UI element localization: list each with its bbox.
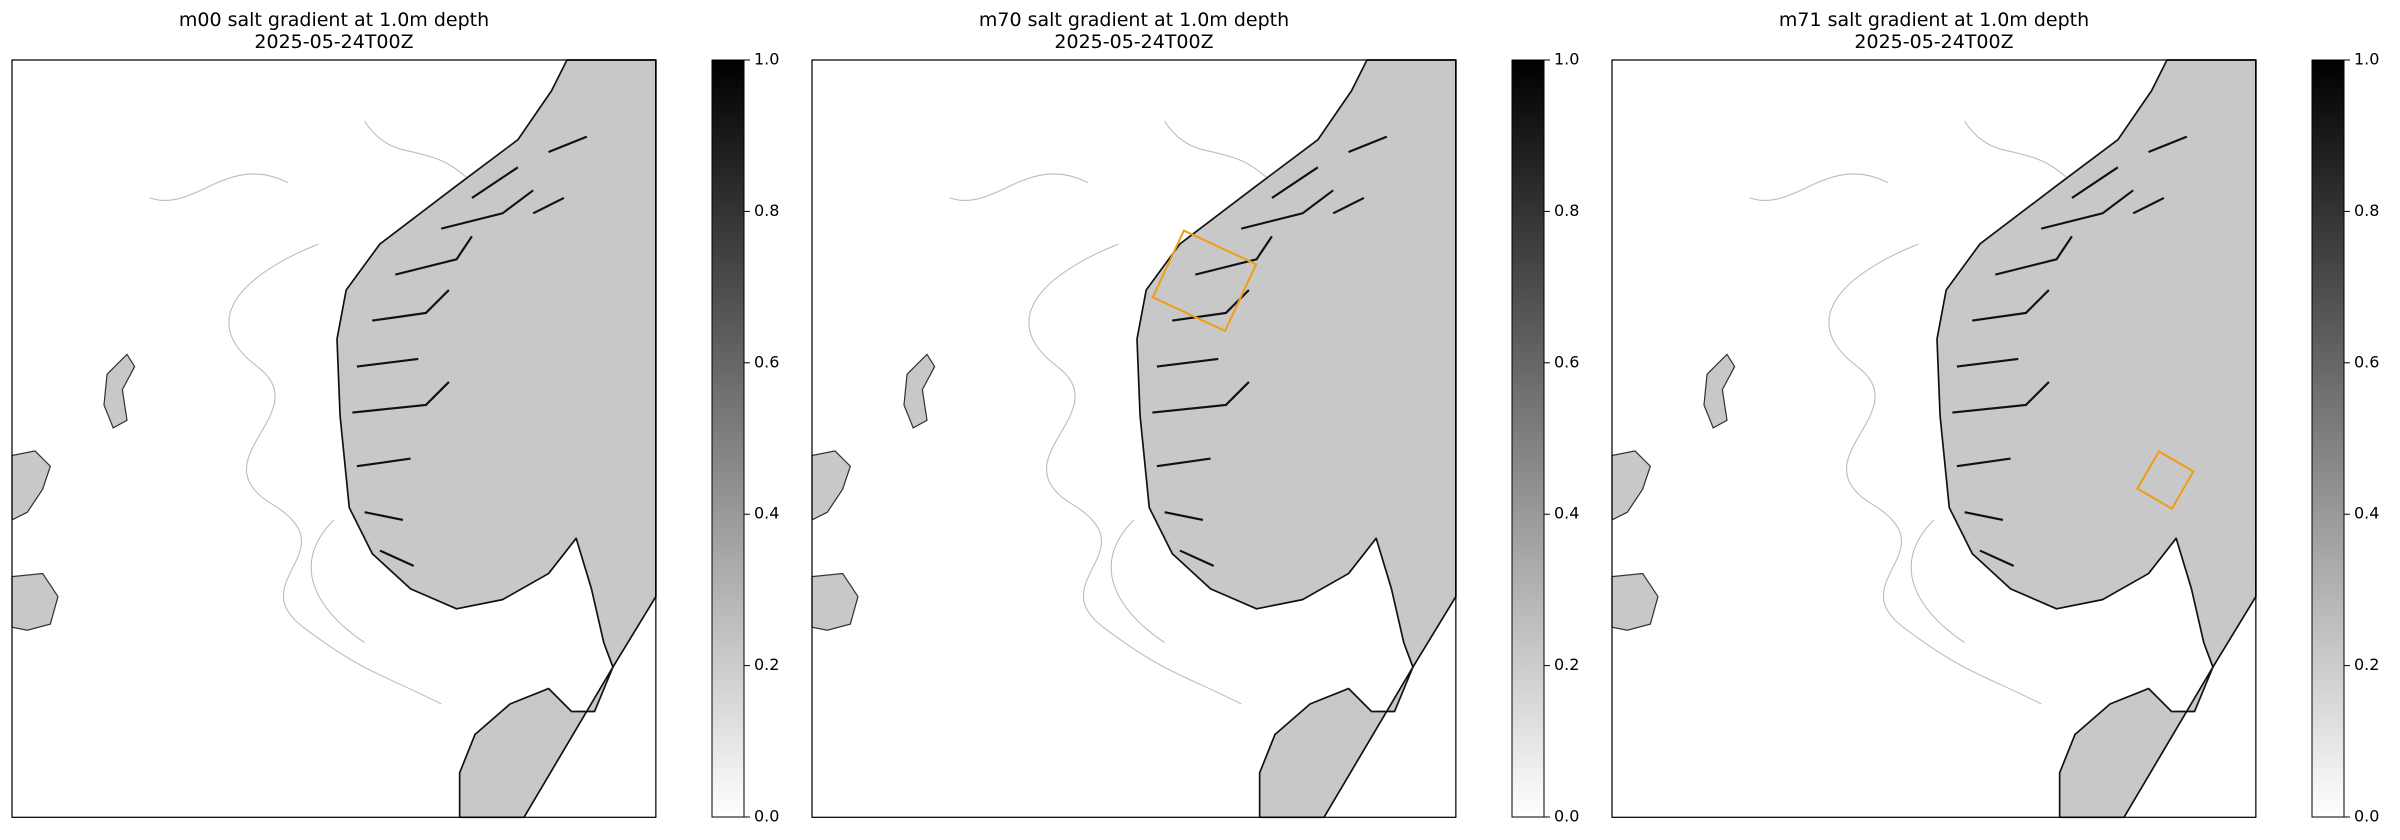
highlight-box [2136, 450, 2195, 510]
panel-subtitle: 2025-05-24T00Z [1854, 31, 2013, 53]
colorbar-tick-label: 0.8 [2354, 201, 2379, 220]
panel-subtitle: 2025-05-24T00Z [254, 31, 413, 53]
colorbar [1511, 59, 1545, 818]
colorbar-tick-label: 0.0 [2354, 807, 2379, 826]
colorbar-tick-label: 0.8 [1554, 201, 1579, 220]
map-panel [810, 58, 1457, 819]
colorbar-tick-label: 0.0 [1554, 807, 1579, 826]
colorbar [2311, 59, 2345, 818]
map-panel [10, 58, 657, 819]
colorbar-tick-label: 0.2 [754, 655, 779, 674]
colorbar-tick-label: 0.2 [1554, 655, 1579, 674]
colorbar-tick-label: 0.8 [754, 201, 779, 220]
colorbar-tick-label: 0.4 [754, 504, 779, 523]
colorbar-tick-label: 1.0 [2354, 50, 2379, 69]
panel-title: m71 salt gradient at 1.0m depth [1779, 9, 2089, 31]
colorbar-tick-label: 0.6 [754, 352, 779, 371]
colorbar [711, 59, 745, 818]
colorbar-tick-label: 0.2 [2354, 655, 2379, 674]
colorbar-tick-label: 0.4 [1554, 504, 1579, 523]
colorbar-tick-label: 1.0 [1554, 50, 1579, 69]
colorbar-tick-label: 0.6 [2354, 352, 2379, 371]
colorbar-tick-label: 0.0 [754, 807, 779, 826]
map-panel [1610, 58, 2257, 819]
highlight-box [1151, 229, 1258, 333]
colorbar-tick-label: 0.6 [1554, 352, 1579, 371]
panel-subtitle: 2025-05-24T00Z [1054, 31, 1213, 53]
colorbar-tick-label: 0.4 [2354, 504, 2379, 523]
panel-title: m70 salt gradient at 1.0m depth [979, 9, 1289, 31]
panel-title: m00 salt gradient at 1.0m depth [179, 9, 489, 31]
colorbar-tick-label: 1.0 [754, 50, 779, 69]
